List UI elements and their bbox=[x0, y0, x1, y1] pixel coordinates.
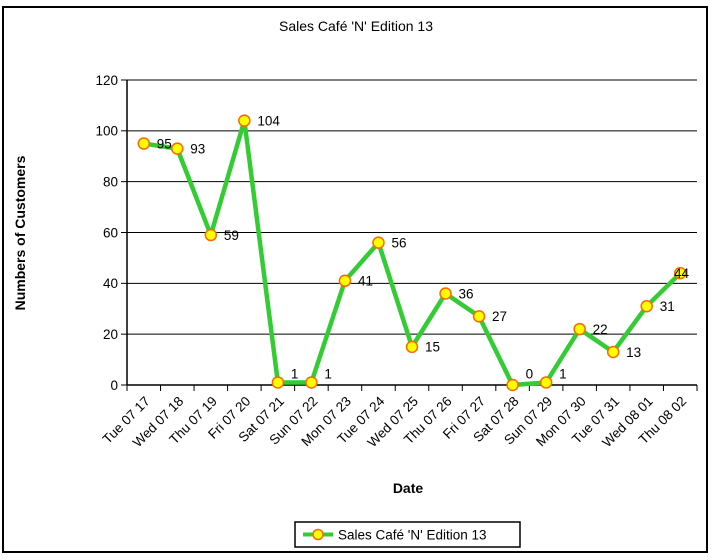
data-label: 31 bbox=[660, 299, 675, 314]
y-tick-label: 0 bbox=[110, 378, 118, 393]
y-axis: 0 20 40 60 80 100 120 bbox=[95, 73, 128, 393]
data-label: 93 bbox=[190, 141, 205, 156]
y-tick-label: 80 bbox=[103, 174, 118, 189]
data-label: 1 bbox=[559, 367, 567, 382]
gridlines bbox=[127, 79, 697, 335]
legend-label: Sales Café 'N' Edition 13 bbox=[338, 528, 487, 543]
data-point-marker bbox=[372, 236, 385, 249]
data-point-marker bbox=[506, 378, 519, 392]
data-label: 41 bbox=[358, 274, 373, 289]
data-point-marker bbox=[539, 376, 553, 389]
chart-outer-border bbox=[2, 6, 708, 553]
data-label: 13 bbox=[626, 345, 641, 360]
data-labels: 95 93 59 104 1 1 41 56 15 36 27 0 1 22 13 31 44 bbox=[157, 113, 690, 381]
data-point-marker bbox=[238, 114, 251, 127]
data-label: 0 bbox=[526, 367, 534, 382]
y-axis-title: Numbers of Customers bbox=[12, 155, 28, 310]
legend: Sales Café 'N' Edition 13 bbox=[294, 521, 521, 548]
data-point-marker bbox=[472, 310, 486, 323]
data-label: 27 bbox=[492, 309, 507, 324]
data-point-marker bbox=[204, 228, 218, 242]
x-axis-title: Date bbox=[393, 480, 424, 496]
data-point-marker bbox=[405, 340, 419, 354]
chart-title: Sales Café 'N' Edition 13 bbox=[279, 18, 433, 34]
y-tick-label: 20 bbox=[103, 327, 118, 342]
data-point-marker bbox=[439, 287, 452, 300]
data-markers bbox=[137, 114, 687, 392]
y-tick-label: 40 bbox=[103, 276, 118, 291]
data-point-marker bbox=[640, 299, 653, 313]
data-point-marker bbox=[338, 274, 352, 288]
data-label: 22 bbox=[593, 322, 608, 337]
data-point-marker bbox=[606, 345, 620, 359]
data-label: 1 bbox=[291, 367, 299, 382]
data-label: 95 bbox=[157, 136, 172, 151]
data-point-marker bbox=[573, 322, 586, 336]
data-label: 104 bbox=[257, 113, 280, 128]
legend-marker-sample-icon bbox=[312, 528, 324, 541]
y-tick-label: 100 bbox=[95, 124, 118, 139]
data-point-marker bbox=[305, 376, 318, 389]
data-label: 1 bbox=[324, 367, 332, 382]
y-tick-label: 60 bbox=[103, 225, 118, 240]
data-label: 56 bbox=[391, 235, 406, 250]
y-tick-label: 120 bbox=[95, 73, 118, 88]
data-point-marker bbox=[137, 137, 151, 150]
data-point-marker bbox=[271, 376, 285, 389]
data-label: 36 bbox=[459, 286, 474, 301]
data-label: 44 bbox=[674, 266, 690, 281]
data-label: 15 bbox=[425, 340, 440, 355]
data-point-marker bbox=[171, 142, 184, 155]
data-label: 59 bbox=[224, 228, 239, 243]
data-point-marker bbox=[673, 266, 687, 280]
